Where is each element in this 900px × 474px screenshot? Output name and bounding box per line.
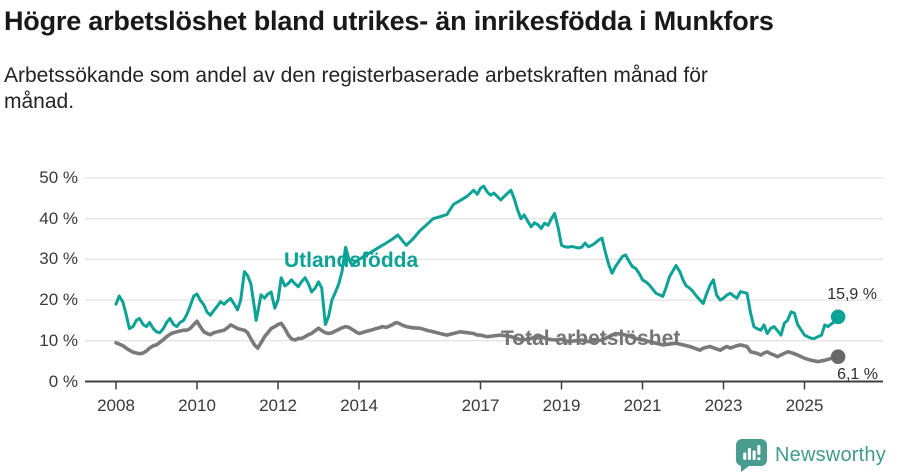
newsworthy-icon [736, 439, 767, 472]
series-line-total [114, 319, 840, 364]
x-axis-label: 2017 [461, 396, 500, 415]
y-axis-label: 40 % [39, 208, 78, 228]
x-axis-label: 2014 [340, 396, 378, 415]
y-axis-label: 20 % [39, 290, 78, 310]
x-axis-label: 2021 [623, 396, 662, 415]
y-axis-label: 30 % [39, 249, 78, 269]
y-axis-label: 50 % [39, 168, 78, 187]
x-axis-label: 2010 [178, 396, 216, 415]
series-label-utlandsfodda: Utlandsfödda [284, 249, 419, 272]
series-end-dot-total [830, 349, 846, 364]
y-axis-label: 0 % [48, 371, 78, 391]
chart-title: Högre arbetslöshet bland utrikes- än inr… [4, 6, 774, 36]
x-axis-label: 2012 [259, 396, 297, 415]
series-line-utlandsfodda [114, 184, 840, 340]
series-label-total-arbetsloshet: Total arbetslöshet [501, 327, 681, 350]
x-axis-label: 2019 [542, 396, 581, 415]
series-end-dot-utlandsfodda [830, 309, 846, 325]
newsworthy-logo[interactable]: Newsworthy [736, 439, 886, 472]
end-value-label-total-arbetsloshet: 6,1 % [837, 366, 878, 383]
x-axis-label: 2023 [704, 396, 743, 415]
x-axis-label: 2025 [785, 396, 824, 415]
y-axis-label: 10 % [39, 330, 78, 350]
subtitle-line-2: månad. [4, 90, 75, 113]
newsworthy-wordmark: Newsworthy [775, 444, 886, 466]
x-axis-label: 2008 [97, 396, 135, 415]
chart-subtitle: Arbetssökande som andel av den registerb… [4, 63, 884, 115]
end-value-label-utlandsfodda: 15,9 % [827, 286, 877, 303]
subtitle-line-1: Arbetssökande som andel av den registerb… [4, 64, 708, 87]
